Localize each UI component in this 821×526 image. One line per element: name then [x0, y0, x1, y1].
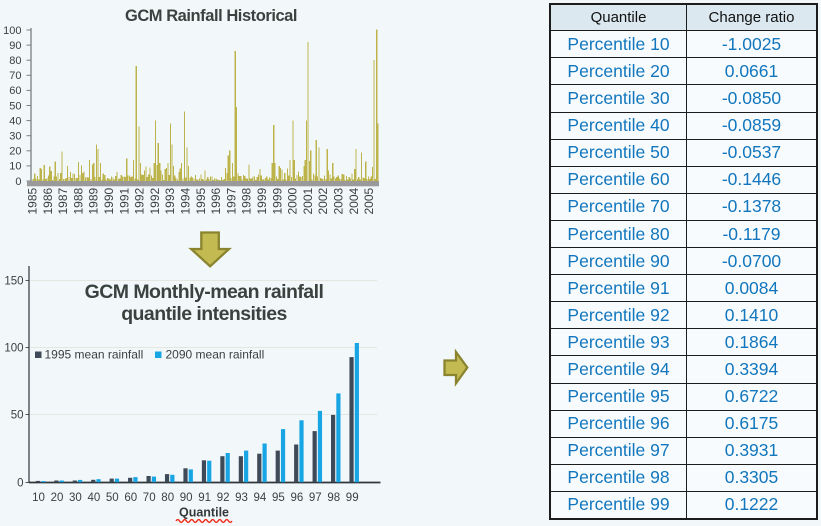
- svg-text:0: 0: [17, 478, 23, 490]
- svg-text:99: 99: [346, 492, 359, 504]
- svg-text:94: 94: [254, 492, 267, 504]
- svg-text:80: 80: [161, 492, 174, 504]
- svg-text:1985: 1985: [26, 187, 40, 214]
- svg-text:2002: 2002: [316, 187, 330, 214]
- svg-text:60: 60: [124, 492, 137, 504]
- svg-text:1990: 1990: [102, 187, 116, 214]
- svg-text:20: 20: [9, 146, 21, 158]
- svg-text:100: 100: [4, 343, 23, 355]
- svg-text:70: 70: [9, 70, 21, 82]
- svg-text:1993: 1993: [163, 187, 177, 214]
- svg-text:98: 98: [327, 492, 340, 504]
- svg-text:1986: 1986: [41, 187, 55, 214]
- svg-text:96: 96: [291, 492, 304, 504]
- svg-text:60: 60: [9, 85, 21, 97]
- svg-text:1999: 1999: [255, 187, 269, 214]
- svg-text:10: 10: [9, 161, 21, 173]
- svg-text:0: 0: [15, 176, 21, 188]
- svg-text:2003: 2003: [332, 187, 346, 214]
- svg-text:10: 10: [32, 492, 45, 504]
- svg-text:1989: 1989: [87, 187, 101, 214]
- svg-text:1995 mean rainfall: 1995 mean rainfall: [45, 348, 144, 362]
- svg-text:97: 97: [309, 492, 322, 504]
- svg-text:90: 90: [180, 492, 193, 504]
- svg-text:1996: 1996: [209, 187, 223, 214]
- svg-text:2000: 2000: [286, 187, 300, 214]
- svg-text:50: 50: [11, 410, 24, 422]
- svg-text:20: 20: [51, 492, 64, 504]
- svg-text:30: 30: [69, 492, 82, 504]
- svg-text:92: 92: [217, 492, 230, 504]
- svg-text:1997: 1997: [224, 187, 238, 214]
- svg-text:95: 95: [272, 492, 285, 504]
- svg-text:2004: 2004: [347, 187, 361, 214]
- svg-text:90: 90: [9, 40, 21, 52]
- svg-text:Quantile: Quantile: [179, 506, 229, 520]
- svg-text:quantile intensities: quantile intensities: [121, 303, 287, 325]
- svg-text:50: 50: [9, 100, 21, 112]
- svg-text:2005: 2005: [362, 187, 376, 214]
- svg-text:GCM Monthly-mean rainfall: GCM Monthly-mean rainfall: [85, 281, 324, 303]
- svg-text:2001: 2001: [301, 187, 315, 214]
- svg-text:1988: 1988: [71, 187, 85, 214]
- svg-text:1991: 1991: [117, 187, 131, 214]
- svg-text:GCM Rainfall Historical: GCM Rainfall Historical: [125, 7, 297, 25]
- svg-text:100: 100: [3, 25, 21, 37]
- svg-text:50: 50: [106, 492, 119, 504]
- svg-text:150: 150: [4, 276, 23, 288]
- svg-text:91: 91: [198, 492, 211, 504]
- svg-text:1987: 1987: [56, 187, 70, 214]
- svg-text:70: 70: [143, 492, 156, 504]
- svg-text:1999: 1999: [270, 187, 284, 214]
- svg-text:40: 40: [9, 115, 21, 127]
- svg-text:1994: 1994: [179, 187, 193, 214]
- svg-text:93: 93: [235, 492, 248, 504]
- svg-text:1992: 1992: [148, 187, 162, 214]
- svg-text:40: 40: [88, 492, 101, 504]
- svg-text:30: 30: [9, 131, 21, 143]
- svg-text:1992: 1992: [133, 187, 147, 214]
- svg-text:80: 80: [9, 55, 21, 67]
- svg-text:1995: 1995: [194, 187, 208, 214]
- svg-text:2090 mean rainfall: 2090 mean rainfall: [166, 348, 265, 362]
- svg-text:1998: 1998: [240, 187, 254, 214]
